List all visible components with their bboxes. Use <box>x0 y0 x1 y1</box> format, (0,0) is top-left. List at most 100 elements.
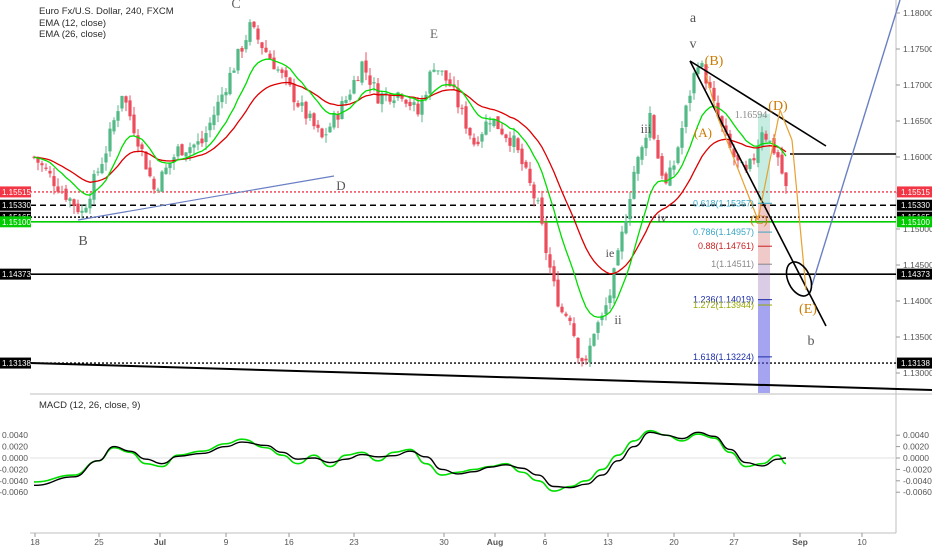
candle-body-124[interactable] <box>528 168 532 184</box>
candle-body-9[interactable] <box>68 198 72 201</box>
candle-body-170[interactable] <box>712 87 716 101</box>
candle-body-1[interactable] <box>36 157 40 163</box>
candle-body-162[interactable] <box>680 128 684 148</box>
candle-body-179[interactable] <box>748 158 752 169</box>
candle-body-36[interactable] <box>176 146 180 157</box>
candle-body-127[interactable] <box>540 197 544 224</box>
candle-body-81[interactable] <box>356 80 360 82</box>
candle-body-84[interactable] <box>368 75 372 85</box>
candle-body-159[interactable] <box>668 167 672 186</box>
candle-body-27[interactable] <box>140 144 144 150</box>
triangle-leg-5[interactable] <box>791 139 807 291</box>
candle-body-12[interactable] <box>80 210 84 213</box>
candle-body-98[interactable] <box>424 94 428 100</box>
candle-body-50[interactable] <box>232 70 236 73</box>
candle-body-173[interactable] <box>724 125 728 133</box>
candle-body-64[interactable] <box>288 77 292 86</box>
candle-body-123[interactable] <box>524 161 528 168</box>
candle-body-154[interactable] <box>648 112 652 138</box>
candle-body-21[interactable] <box>116 111 120 121</box>
candle-body-4[interactable] <box>48 170 52 174</box>
candle-body-108[interactable] <box>464 106 468 129</box>
candle-body-53[interactable] <box>244 40 248 50</box>
candle-body-6[interactable] <box>56 186 60 192</box>
trendline-bottom[interactable] <box>29 362 932 391</box>
candle-body-48[interactable] <box>224 92 228 96</box>
candle-body-157[interactable] <box>660 156 664 176</box>
candle-body-158[interactable] <box>664 173 668 184</box>
candle-body-79[interactable] <box>348 94 352 100</box>
candle-body-15[interactable] <box>92 173 96 200</box>
candle-body-85[interactable] <box>372 82 376 84</box>
candle-body-129[interactable] <box>548 254 552 268</box>
candle-body-117[interactable] <box>500 128 504 135</box>
candle-body-93[interactable] <box>404 99 408 104</box>
candle-body-77[interactable] <box>340 101 344 120</box>
candle-body-145[interactable] <box>612 268 616 299</box>
candle-body-13[interactable] <box>84 207 88 213</box>
candle-body-17[interactable] <box>100 163 104 174</box>
candle-body-42[interactable] <box>200 138 204 144</box>
candle-body-130[interactable] <box>552 266 556 282</box>
candle-body-3[interactable] <box>44 167 48 169</box>
candle-body-178[interactable] <box>744 164 748 171</box>
candle-body-39[interactable] <box>188 147 192 154</box>
candle-body-24[interactable] <box>128 100 132 117</box>
candle-body-66[interactable] <box>296 103 300 107</box>
candle-body-60[interactable] <box>272 57 276 70</box>
candle-body-147[interactable] <box>620 231 624 252</box>
candle-body-71[interactable] <box>316 124 320 128</box>
candle-body-103[interactable] <box>444 70 448 81</box>
candle-body-19[interactable] <box>108 128 112 152</box>
candle-body-67[interactable] <box>300 102 304 106</box>
candle-body-63[interactable] <box>284 70 288 78</box>
trendline-resistance[interactable] <box>689 60 827 147</box>
candle-body-73[interactable] <box>324 134 328 136</box>
candle-body-153[interactable] <box>644 137 648 149</box>
candle-body-89[interactable] <box>388 94 392 102</box>
candle-body-99[interactable] <box>428 71 432 94</box>
candle-body-97[interactable] <box>420 99 424 115</box>
candle-body-132[interactable] <box>560 306 564 313</box>
candle-body-70[interactable] <box>312 113 316 127</box>
target-ellipse[interactable] <box>781 258 816 300</box>
candle-body-141[interactable] <box>596 322 600 333</box>
candle-body-43[interactable] <box>204 133 208 143</box>
triangle-leg-4[interactable] <box>779 109 793 141</box>
main-panel[interactable] <box>30 0 896 393</box>
candle-body-54[interactable] <box>248 22 252 42</box>
candle-body-156[interactable] <box>656 139 660 159</box>
candle-body-94[interactable] <box>408 101 412 106</box>
candle-body-135[interactable] <box>572 323 576 336</box>
candle-body-136[interactable] <box>576 337 580 359</box>
candle-body-161[interactable] <box>676 147 680 164</box>
candle-body-7[interactable] <box>60 191 64 193</box>
candle-body-34[interactable] <box>168 163 172 169</box>
candle-body-55[interactable] <box>252 21 256 28</box>
candle-body-152[interactable] <box>640 147 644 160</box>
candle-body-61[interactable] <box>276 69 280 71</box>
candle-body-78[interactable] <box>344 99 348 103</box>
candle-body-163[interactable] <box>684 105 688 127</box>
candle-body-187[interactable] <box>780 154 784 174</box>
candle-body-104[interactable] <box>448 79 452 87</box>
candle-body-172[interactable] <box>720 116 724 125</box>
candle-body-143[interactable] <box>604 305 608 315</box>
candle-body-35[interactable] <box>172 157 176 162</box>
candle-body-128[interactable] <box>544 222 548 254</box>
candle-body-29[interactable] <box>148 167 152 177</box>
projection-path-blue[interactable] <box>811 0 901 286</box>
candle-body-146[interactable] <box>616 250 620 266</box>
trendline-support[interactable] <box>689 60 827 327</box>
candle-body-112[interactable] <box>480 134 484 142</box>
candle-body-86[interactable] <box>376 83 380 104</box>
candle-body-46[interactable] <box>216 101 220 116</box>
candle-body-37[interactable] <box>180 144 184 156</box>
candle-body-125[interactable] <box>532 184 536 199</box>
candle-body-186[interactable] <box>776 152 780 158</box>
candle-body-10[interactable] <box>72 199 76 206</box>
candle-body-164[interactable] <box>688 95 692 104</box>
candle-body-95[interactable] <box>412 102 416 105</box>
candle-body-149[interactable] <box>628 199 632 220</box>
candle-body-76[interactable] <box>336 113 340 120</box>
